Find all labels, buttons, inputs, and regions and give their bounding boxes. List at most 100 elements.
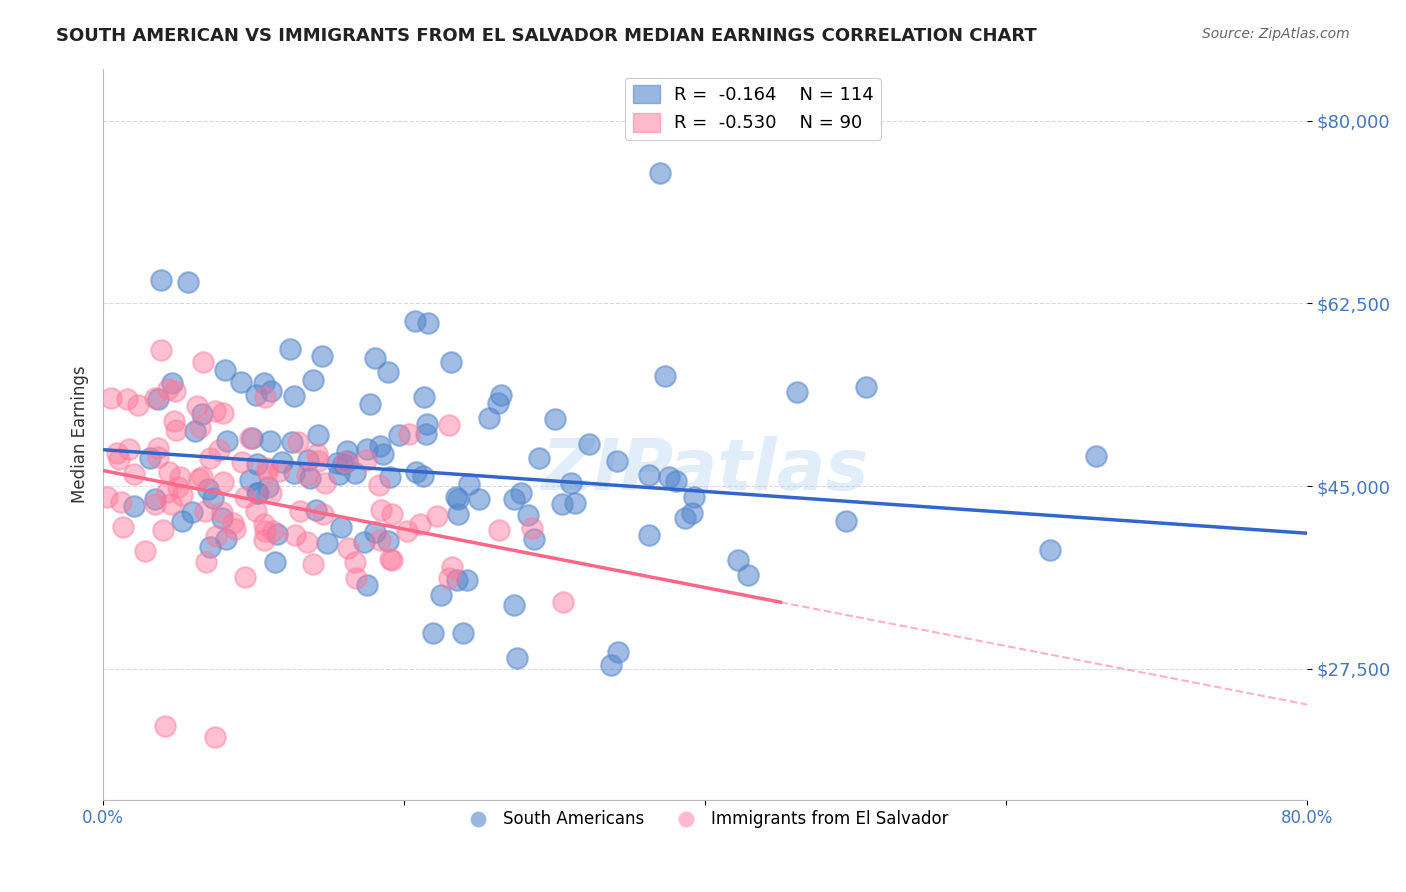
- Point: [253, 516, 276, 531]
- Point: [368, 533, 391, 548]
- Point: [683, 490, 706, 504]
- Point: [1039, 543, 1062, 558]
- Point: [160, 376, 183, 390]
- Point: [127, 398, 149, 412]
- Point: [328, 467, 350, 481]
- Point: [134, 543, 156, 558]
- Point: [115, 392, 138, 407]
- Y-axis label: Median Earnings: Median Earnings: [72, 365, 89, 503]
- Point: [444, 490, 467, 504]
- Point: [336, 454, 359, 468]
- Point: [377, 365, 399, 379]
- Point: [194, 504, 217, 518]
- Point: [253, 376, 276, 391]
- Point: [648, 166, 671, 180]
- Point: [287, 434, 309, 449]
- Point: [370, 502, 392, 516]
- Point: [658, 470, 681, 484]
- Point: [281, 435, 304, 450]
- Point: [371, 447, 394, 461]
- Point: [426, 509, 449, 524]
- Point: [522, 521, 544, 535]
- Point: [186, 400, 208, 414]
- Point: [260, 486, 283, 500]
- Point: [197, 482, 219, 496]
- Point: [381, 508, 404, 522]
- Point: [259, 434, 281, 448]
- Point: [488, 523, 510, 537]
- Point: [416, 316, 439, 330]
- Point: [307, 454, 329, 468]
- Point: [478, 411, 501, 425]
- Point: [503, 492, 526, 507]
- Point: [412, 469, 434, 483]
- Point: [256, 461, 278, 475]
- Point: [440, 560, 463, 574]
- Point: [468, 492, 491, 507]
- Point: [156, 485, 179, 500]
- Point: [381, 553, 404, 567]
- Point: [163, 414, 186, 428]
- Point: [283, 389, 305, 403]
- Point: [100, 391, 122, 405]
- Point: [599, 657, 621, 672]
- Point: [188, 420, 211, 434]
- Point: [388, 427, 411, 442]
- Point: [446, 573, 468, 587]
- Point: [105, 446, 128, 460]
- Point: [153, 719, 176, 733]
- Point: [344, 571, 367, 585]
- Point: [440, 355, 463, 369]
- Point: [212, 475, 235, 490]
- Point: [211, 505, 233, 519]
- Point: [138, 451, 160, 466]
- Point: [157, 383, 180, 397]
- Text: ZIPatlas: ZIPatlas: [541, 436, 869, 505]
- Point: [253, 533, 276, 547]
- Point: [356, 442, 378, 456]
- Point: [429, 588, 451, 602]
- Point: [551, 497, 574, 511]
- Point: [606, 454, 628, 468]
- Point: [160, 497, 183, 511]
- Point: [191, 407, 214, 421]
- Point: [200, 450, 222, 465]
- Point: [453, 626, 475, 640]
- Point: [523, 532, 546, 546]
- Point: [165, 423, 187, 437]
- Point: [204, 730, 226, 744]
- Point: [377, 533, 399, 548]
- Point: [654, 369, 676, 384]
- Point: [117, 442, 139, 456]
- Point: [149, 273, 172, 287]
- Legend: South Americans, Immigrants from El Salvador: South Americans, Immigrants from El Salv…: [456, 804, 955, 835]
- Point: [446, 508, 468, 522]
- Point: [456, 573, 478, 587]
- Point: [222, 516, 245, 530]
- Point: [330, 520, 353, 534]
- Point: [447, 492, 470, 507]
- Point: [183, 424, 205, 438]
- Point: [1085, 450, 1108, 464]
- Point: [356, 578, 378, 592]
- Point: [638, 468, 661, 483]
- Point: [370, 439, 392, 453]
- Point: [170, 487, 193, 501]
- Point: [245, 388, 267, 402]
- Point: [246, 457, 269, 471]
- Point: [607, 645, 630, 659]
- Point: [489, 388, 512, 402]
- Point: [395, 524, 418, 539]
- Point: [239, 474, 262, 488]
- Point: [437, 571, 460, 585]
- Point: [96, 490, 118, 504]
- Point: [269, 464, 291, 478]
- Point: [364, 351, 387, 365]
- Point: [152, 523, 174, 537]
- Point: [786, 385, 808, 400]
- Point: [283, 466, 305, 480]
- Point: [181, 505, 204, 519]
- Point: [198, 540, 221, 554]
- Point: [205, 529, 228, 543]
- Point: [110, 494, 132, 508]
